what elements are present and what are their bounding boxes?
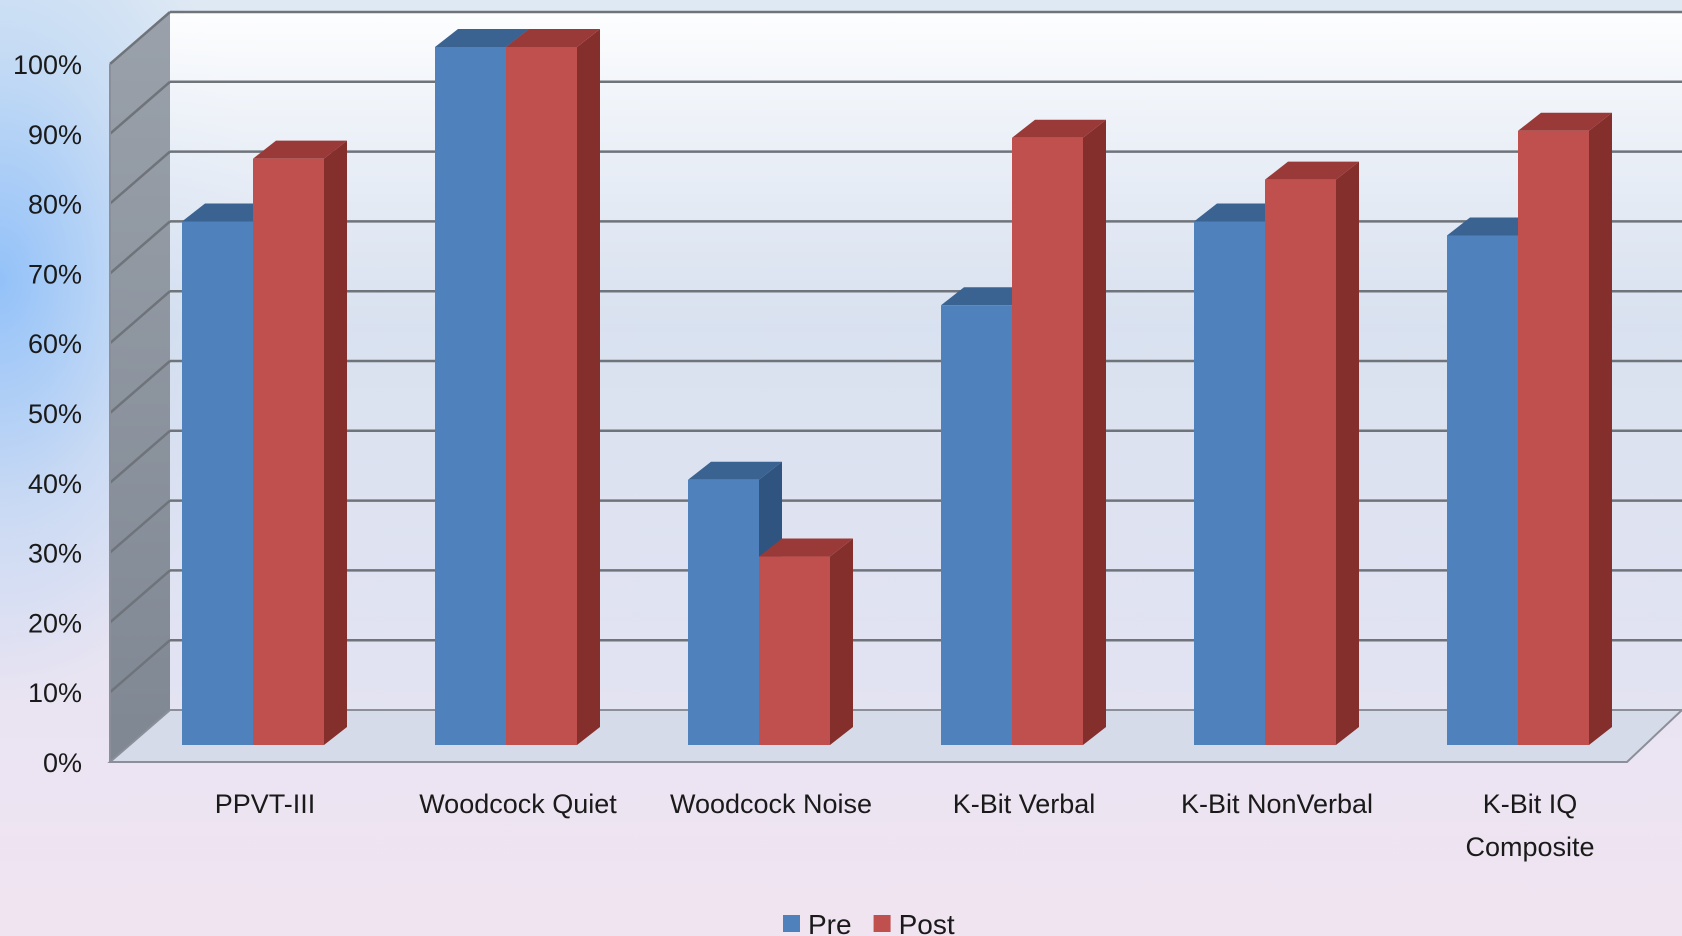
gridline-side: [109, 429, 171, 484]
bar-side-face: [1336, 161, 1359, 745]
category-labels: PPVT-III Woodcock Quiet Woodcock Noise K-Bi…: [215, 789, 1595, 862]
bar-front-face: [253, 158, 324, 745]
category-label: K-Bit IQ Composite: [1465, 789, 1594, 862]
legend-label: Post: [899, 909, 955, 936]
bar-top-face: [1447, 217, 1541, 236]
bar-front-face: [435, 47, 506, 745]
legend-swatch: [783, 915, 800, 932]
y-tick-label: 40%: [28, 469, 82, 499]
legend: Pre Post: [783, 909, 955, 936]
bar-front-face: [1012, 137, 1083, 746]
bar-front-face: [759, 556, 830, 745]
bars: [182, 29, 1612, 746]
bar-top-face: [506, 29, 600, 47]
bar-post: [759, 538, 853, 745]
category-label: Woodcock Quiet: [419, 789, 617, 819]
gridline-side: [109, 80, 171, 135]
bar-front-face: [941, 305, 1012, 745]
bar-top-face: [941, 287, 1035, 306]
y-tick-label: 90%: [28, 120, 82, 150]
gridline-side: [109, 360, 171, 414]
gridline-side: [109, 11, 171, 65]
bar-front-face: [182, 221, 253, 745]
y-tick-label: 30%: [28, 539, 82, 569]
bar-top-face: [1012, 119, 1106, 138]
y-tick-label: 10%: [28, 678, 82, 708]
legend-label: Pre: [808, 909, 852, 936]
gridline-side: [109, 639, 171, 694]
y-tick-label: 20%: [28, 608, 82, 638]
gridline-side: [109, 220, 171, 275]
bar-top-face: [1194, 203, 1288, 222]
y-tick-label: 60%: [28, 329, 82, 359]
bar-side-face: [1083, 119, 1106, 746]
y-tick-label: 70%: [28, 259, 82, 289]
bar-post: [1012, 119, 1106, 746]
y-tick-label: 100%: [13, 50, 82, 80]
bar-post: [1265, 161, 1359, 745]
y-tick-label: 50%: [28, 399, 82, 429]
bar-front-face: [1518, 130, 1589, 745]
bar-top-face: [253, 140, 347, 159]
bar-post: [506, 29, 600, 745]
bar-front-face: [1194, 221, 1265, 745]
bar-top-face: [1265, 161, 1359, 180]
bar-side-face: [830, 538, 853, 745]
bar-side-face: [324, 140, 347, 745]
legend-item-pre: Pre: [783, 909, 852, 936]
bar-front-face: [1265, 179, 1336, 745]
gridline-side: [109, 569, 171, 624]
category-label: PPVT-III: [215, 789, 316, 819]
gridline-side: [109, 150, 171, 205]
bar-front-face: [688, 479, 759, 745]
bar-top-face: [1518, 112, 1612, 131]
gridline-side: [109, 290, 171, 345]
bar-top-face: [182, 203, 276, 222]
gridlines: [109, 10, 1682, 762]
bar-front-face: [1447, 235, 1518, 745]
category-label: Woodcock Noise: [670, 789, 872, 819]
category-label: K-Bit Verbal: [953, 789, 1096, 819]
category-label: K-Bit NonVerbal: [1181, 789, 1373, 819]
bar-side-face: [577, 29, 600, 745]
y-tick-label: 80%: [28, 190, 82, 220]
y-axis-tick-labels: 0% 10% 20% 30% 40% 50% 60% 70% 80% 90% 100%: [13, 50, 82, 778]
y-tick-label: 0%: [43, 748, 82, 778]
bar-post: [1518, 112, 1612, 745]
legend-item-post: Post: [873, 909, 955, 936]
bar-top-face: [688, 461, 782, 480]
legend-swatch: [873, 915, 891, 932]
bar-front-face: [506, 47, 577, 745]
bar-post: [253, 140, 347, 745]
bar-top-face: [759, 538, 853, 557]
bar-top-face: [435, 29, 529, 47]
gridline-side: [109, 499, 171, 554]
bar-side-face: [1589, 112, 1612, 745]
